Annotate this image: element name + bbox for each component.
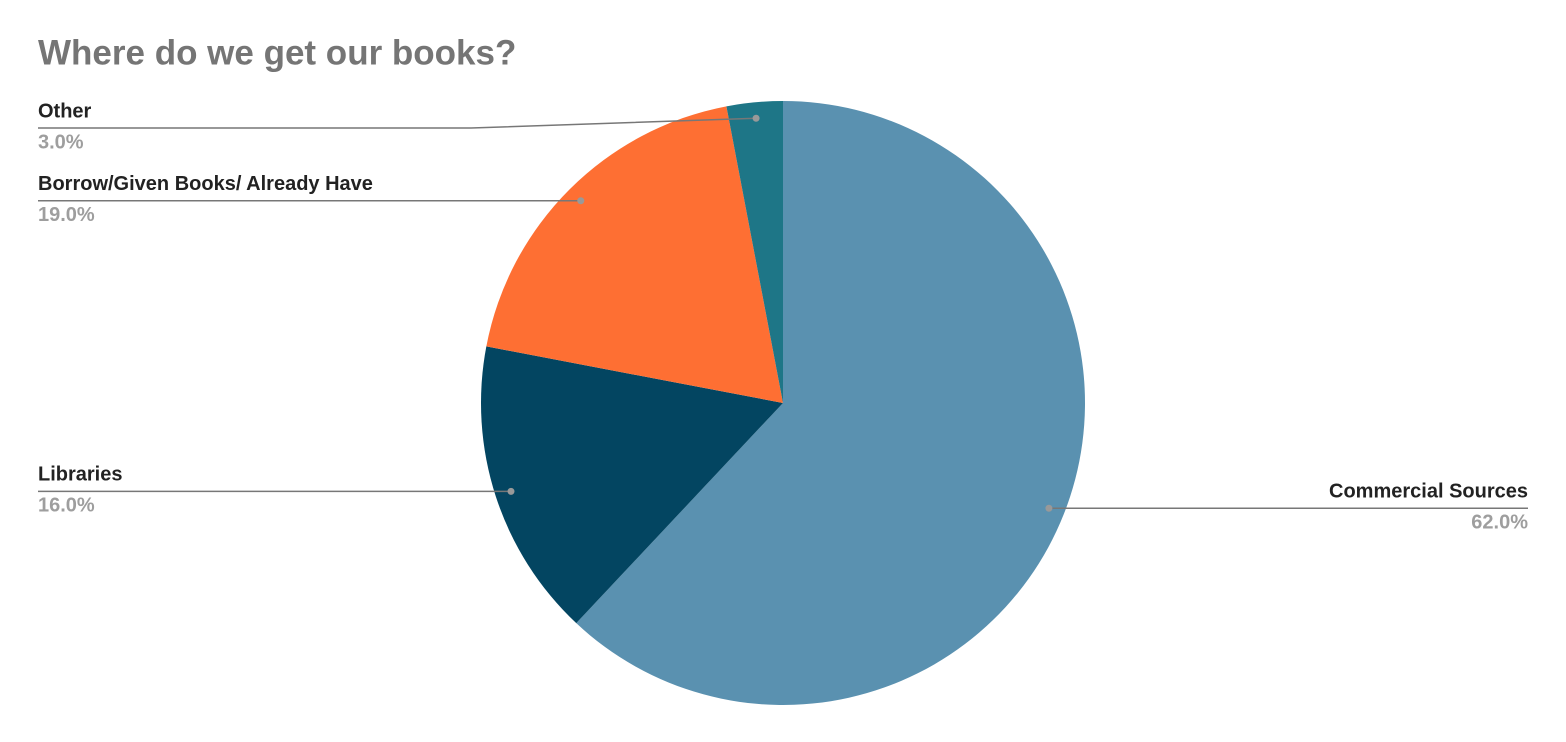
slice-label: Other [38, 100, 92, 122]
leader-dot [1045, 504, 1053, 512]
pie-slice [576, 101, 1086, 705]
leader-dot [577, 197, 585, 205]
leader-line [38, 117, 757, 129]
slice-value: 19.0% [38, 204, 95, 226]
leader-dot [752, 114, 760, 122]
pie-slice [726, 101, 783, 403]
slice-label: Commercial Sources [1329, 481, 1528, 503]
slice-value: 62.0% [1471, 512, 1528, 534]
leader-dot [507, 487, 515, 495]
slice-value: 3.0% [38, 131, 84, 153]
chart-title: Where do we get our books? [38, 33, 516, 72]
pie-slice [486, 106, 783, 404]
slice-label: Borrow/Given Books/ Already Have [38, 173, 373, 195]
slice-value: 16.0% [38, 495, 95, 517]
slice-label: Libraries [38, 464, 122, 486]
pie-slice [481, 346, 783, 624]
